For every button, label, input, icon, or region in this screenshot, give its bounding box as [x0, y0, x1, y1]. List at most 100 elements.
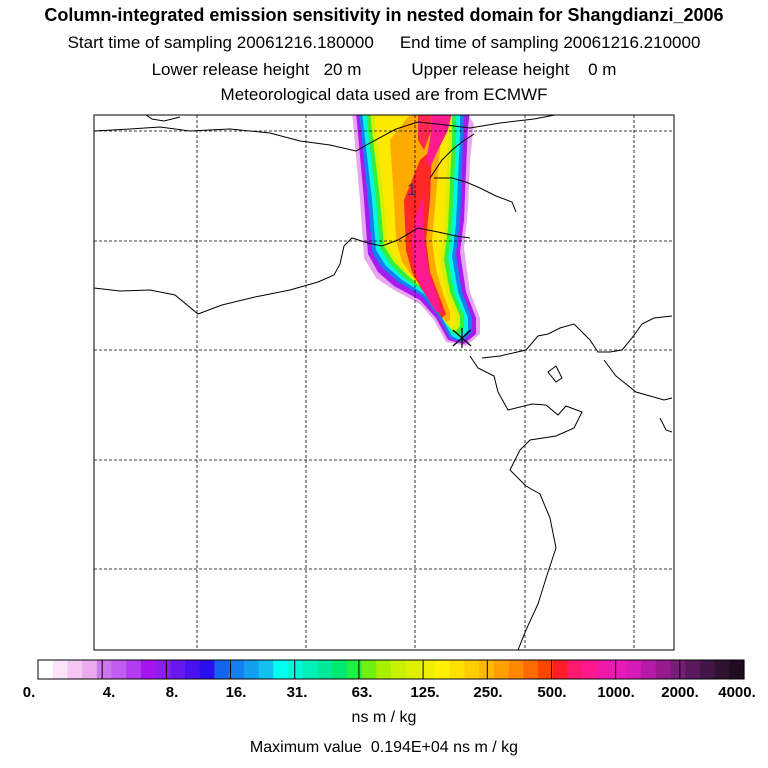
colorbar-swatch	[38, 660, 54, 679]
lower-release-value: 20 m	[323, 60, 362, 79]
upper-release-label: Upper release height	[411, 60, 570, 79]
met-data-source: Meteorological data used are from ECMWF	[220, 85, 548, 104]
colorbar-swatch	[140, 660, 157, 679]
map-frame	[93, 114, 675, 651]
colorbar-tick-label: 8.	[165, 684, 179, 701]
max-units: ns m / kg	[453, 739, 519, 756]
colorbar-swatch	[332, 660, 348, 679]
colorbar-swatch	[508, 660, 524, 679]
sampling-times: Start time of sampling 20061216.180000 En…	[0, 33, 768, 53]
colorbar-swatch	[538, 660, 554, 679]
colorbar-swatch	[258, 660, 274, 679]
plume-age-label: 1	[407, 180, 416, 199]
colorbar-swatch	[641, 660, 657, 679]
colorbar-tick-label: 0.	[22, 684, 36, 701]
colorbar-swatch	[229, 660, 245, 679]
colorbar-tick-label: 4000.	[718, 684, 756, 701]
colorbar-tick-label: 2000.	[661, 684, 699, 701]
coast-liaodong	[481, 315, 673, 359]
coast-korea	[603, 359, 673, 401]
colorbar-swatch	[155, 660, 171, 679]
colorbar-swatch	[288, 660, 304, 679]
colorbar-tick-label: 4.	[102, 684, 116, 701]
colorbar-swatch	[523, 660, 539, 679]
plume-streak-north	[426, 115, 452, 168]
colorbar-swatch	[170, 660, 186, 679]
colorbar-swatch	[685, 660, 701, 679]
end-time-value: 20061216.210000	[563, 33, 701, 52]
colorbar-units: ns m / kg	[351, 709, 417, 726]
max-value: 0.194E+04	[370, 739, 449, 756]
colorbar	[37, 659, 745, 680]
colorbar-swatch	[273, 660, 289, 679]
colorbar-swatch	[567, 660, 583, 679]
coast-korea-south	[659, 417, 673, 433]
plume-contour-high	[412, 196, 442, 312]
graticule	[94, 115, 674, 650]
upper-release-value: 0 m	[588, 60, 617, 79]
colorbar-swatch	[596, 660, 613, 679]
colorbar-tick-label: 125.	[410, 684, 440, 701]
colorbar-swatch	[449, 660, 466, 679]
colorbar-tick-label: 31.	[286, 684, 308, 701]
colorbar-swatch	[405, 660, 422, 679]
lower-release-label: Lower release height	[151, 60, 310, 79]
start-time-value: 20061216.180000	[236, 33, 374, 52]
colorbar-swatch	[317, 660, 333, 679]
release-heights: Lower release height 20 m Upper release h…	[0, 60, 768, 80]
coast-liaodong-tip	[547, 365, 563, 383]
colorbar-swatch	[464, 660, 480, 679]
colorbar-swatch	[126, 660, 142, 679]
colorbar-swatch	[302, 660, 319, 679]
colorbar-swatch	[185, 660, 201, 679]
end-time-label: End time of sampling	[399, 33, 559, 52]
plot-title: Column-integrated emission sensitivity i…	[44, 5, 724, 25]
colorbar-tick-label: 500.	[537, 684, 567, 701]
colorbar-swatch	[714, 660, 730, 679]
colorbar-swatch	[729, 660, 745, 679]
colorbar-swatch	[243, 660, 260, 679]
colorbar-swatch	[420, 660, 436, 679]
colorbar-swatch	[611, 660, 627, 679]
colorbar-tick-label: 63.	[351, 684, 373, 701]
colorbar-swatch	[552, 660, 569, 679]
colorbar-swatch	[346, 660, 363, 679]
colorbar-swatch	[391, 660, 407, 679]
colorbar-swatch	[67, 660, 83, 679]
border-line-north	[94, 115, 558, 152]
colorbar-swatch	[626, 660, 642, 679]
start-time-label: Start time of sampling	[67, 33, 232, 52]
coast-bohai	[469, 355, 583, 650]
plume-layer	[352, 115, 480, 346]
plume-contour-red	[404, 150, 446, 318]
colorbar-tick-label: 16.	[225, 684, 247, 701]
colorbar-swatch	[96, 660, 113, 679]
colorbar-swatch	[361, 660, 377, 679]
colorbar-swatch	[655, 660, 672, 679]
end-time: End time of sampling 20061216.210000	[400, 33, 701, 53]
colorbar-swatch	[199, 660, 216, 679]
receptor-cross-icon	[452, 328, 472, 348]
colorbar-tick-label: 250.	[473, 684, 503, 701]
river-line-north	[429, 133, 475, 179]
colorbar-swatch	[111, 660, 127, 679]
upper-release: Upper release height 0 m	[411, 60, 616, 80]
colorbar-tick-label: 1000.	[597, 684, 635, 701]
colorbar-swatch	[670, 660, 686, 679]
colorbar-swatch	[214, 660, 230, 679]
max-label: Maximum value	[249, 739, 362, 756]
colorbar-swatch	[493, 660, 510, 679]
lower-release: Lower release height 20 m	[152, 60, 362, 80]
colorbar-swatch	[52, 660, 69, 679]
border-line-east-north	[434, 177, 517, 213]
colorbar-swatch	[699, 660, 716, 679]
colorbar-frame	[37, 659, 745, 680]
colorbar-swatch	[582, 660, 598, 679]
border-line-top-left	[145, 115, 181, 122]
colorbar-swatch	[435, 660, 451, 679]
colorbar-swatch	[376, 660, 392, 679]
maximum-value-line: Maximum value 0.194E+04 ns m / kg	[0, 739, 768, 757]
start-time: Start time of sampling 20061216.180000	[68, 33, 374, 53]
colorbar-swatch	[82, 660, 98, 679]
